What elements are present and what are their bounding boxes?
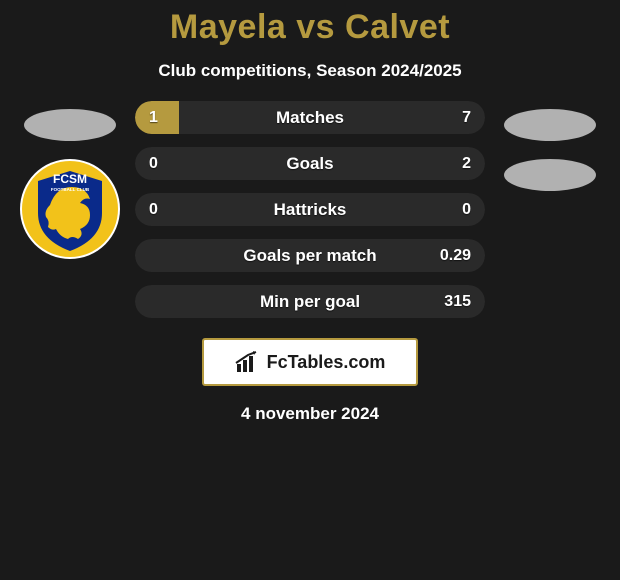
left-column: FCSM FOOTBALL CLUB	[10, 101, 130, 259]
bar-value-right: 315	[444, 285, 471, 318]
right-placeholder-ellipse-2	[504, 159, 596, 191]
page-subtitle: Club competitions, Season 2024/2025	[158, 61, 461, 81]
stat-bar-goals: 0 Goals 2	[135, 147, 485, 180]
branding-text: FcTables.com	[267, 352, 386, 373]
bar-label: Min per goal	[135, 285, 485, 318]
left-placeholder-ellipse	[24, 109, 116, 141]
page-root: Mayela vs Calvet Club competitions, Seas…	[0, 0, 620, 580]
bar-label: Hattricks	[135, 193, 485, 226]
bar-label: Matches	[135, 101, 485, 134]
stat-bar-goals-per-match: Goals per match 0.29	[135, 239, 485, 272]
stat-bar-min-per-goal: Min per goal 315	[135, 285, 485, 318]
branding-box: FcTables.com	[202, 338, 418, 386]
bar-label: Goals per match	[135, 239, 485, 272]
content-row: FCSM FOOTBALL CLUB 1 Matches 7 0 Goals 2	[0, 101, 620, 318]
page-title: Mayela vs Calvet	[170, 8, 450, 47]
stat-bars: 1 Matches 7 0 Goals 2 0 Hattricks 0	[135, 101, 485, 318]
stat-bar-matches: 1 Matches 7	[135, 101, 485, 134]
fcsm-badge-icon: FCSM FOOTBALL CLUB	[20, 159, 120, 259]
team-badge-left: FCSM FOOTBALL CLUB	[20, 159, 120, 259]
bar-label: Goals	[135, 147, 485, 180]
bar-value-right: 0.29	[440, 239, 471, 272]
badge-text-top: FCSM	[53, 172, 87, 186]
bar-value-right: 2	[462, 147, 471, 180]
badge-text-mid: FOOTBALL CLUB	[51, 187, 90, 192]
footer-date: 4 november 2024	[241, 404, 379, 424]
right-column	[490, 101, 610, 191]
stat-bar-hattricks: 0 Hattricks 0	[135, 193, 485, 226]
bar-value-right: 7	[462, 101, 471, 134]
bar-value-right: 0	[462, 193, 471, 226]
bar-chart-icon	[235, 350, 261, 374]
right-placeholder-ellipse-1	[504, 109, 596, 141]
